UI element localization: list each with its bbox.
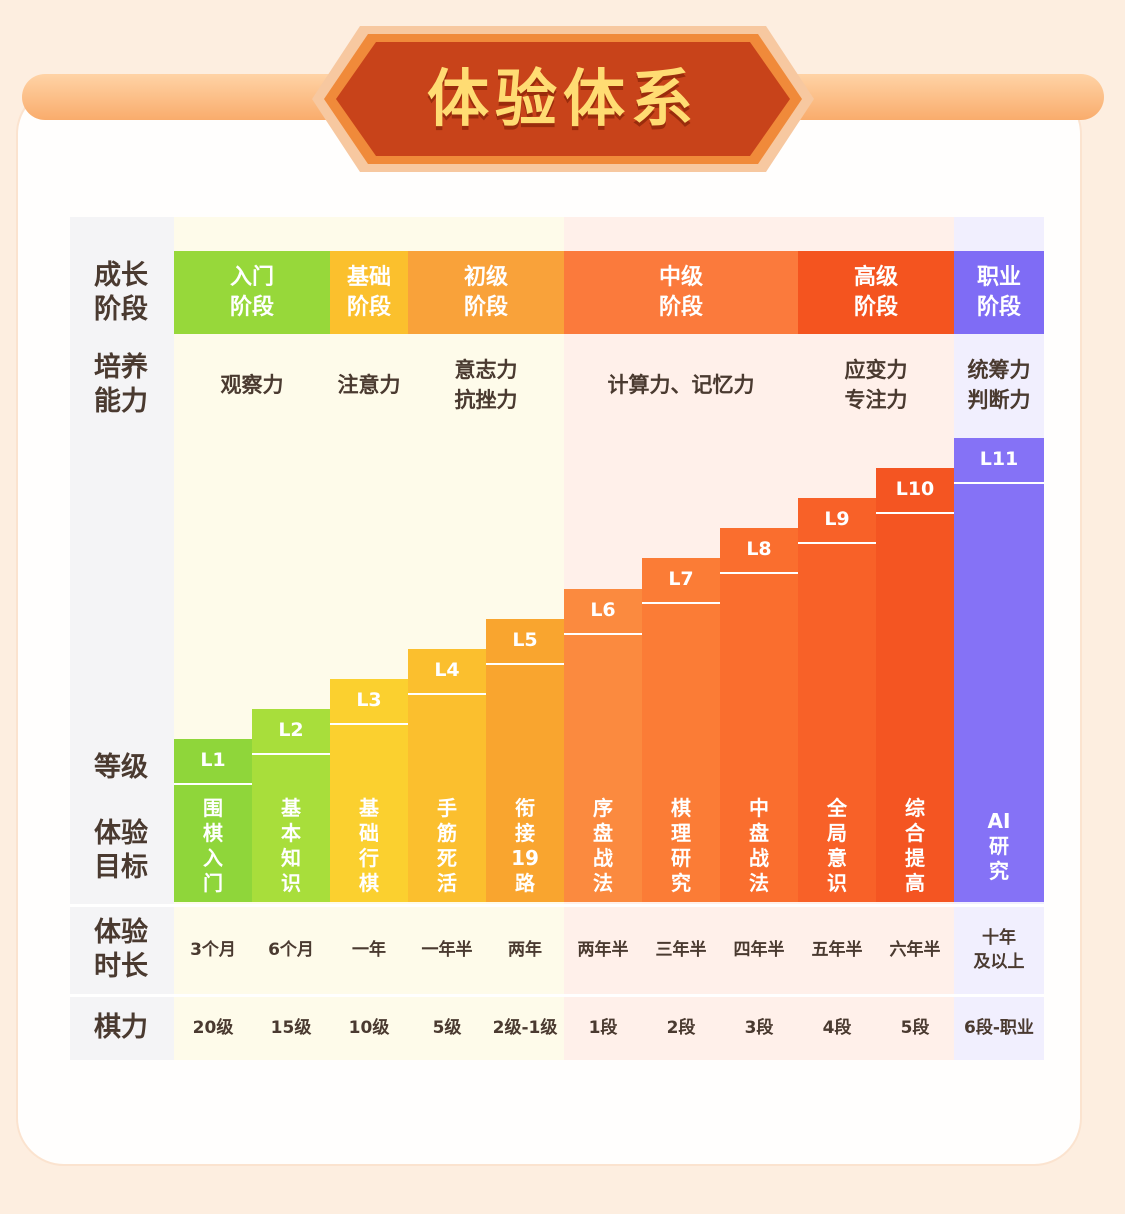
level-bar: L11 xyxy=(954,438,1044,902)
level-label: L6 xyxy=(590,598,616,621)
skill-text: 10级 xyxy=(348,1018,390,1038)
level-divider xyxy=(876,512,954,515)
stage-header: 入门 阶段 xyxy=(174,251,330,334)
ability-text: 意志力 抗挫力 xyxy=(454,358,518,412)
level-bar: L7 xyxy=(642,558,720,902)
skill-text: 20级 xyxy=(192,1018,234,1038)
duration-text: 五年半 xyxy=(811,940,863,960)
level-label: L7 xyxy=(668,568,694,591)
stage-header: 初级 阶段 xyxy=(408,251,564,334)
duration-text: 十年 及以上 xyxy=(973,928,1025,972)
level-divider xyxy=(408,692,486,695)
level-divider xyxy=(642,602,720,605)
page-title: 体验体系 xyxy=(426,62,699,135)
goal-text: 棋 理 研 究 xyxy=(671,796,691,895)
row-label-goal: 体验 目标 xyxy=(94,818,148,883)
level-divider xyxy=(720,572,798,575)
goal-text: 全 局 意 识 xyxy=(827,796,847,895)
goal-text: 基 础 行 棋 xyxy=(359,796,379,895)
row-label-skill: 棋力 xyxy=(94,1012,148,1043)
level-divider xyxy=(252,752,330,755)
goal-text: 综 合 提 高 xyxy=(905,796,925,895)
row-divider xyxy=(70,904,1044,907)
ability-text: 计算力、记忆力 xyxy=(607,373,755,397)
level-divider xyxy=(564,632,642,635)
skill-text: 4段 xyxy=(822,1018,852,1038)
duration-text: 3个月 xyxy=(190,940,236,960)
level-label: L9 xyxy=(824,508,850,531)
level-bar: L1 xyxy=(174,739,252,902)
row-divider xyxy=(70,994,1044,997)
level-label: L10 xyxy=(895,478,935,501)
row-label-duration: 体验 时长 xyxy=(94,917,148,982)
duration-text: 一年半 xyxy=(421,940,473,960)
skill-text: 15级 xyxy=(270,1018,312,1038)
goal-text: 手 筋 死 活 xyxy=(437,796,457,895)
level-label: L11 xyxy=(979,448,1019,470)
stage-header: 高级 阶段 xyxy=(798,251,954,334)
level-bar: L9 xyxy=(798,498,876,902)
level-divider xyxy=(330,722,408,725)
level-divider xyxy=(798,542,876,545)
ability-text: 统筹力 判断力 xyxy=(967,358,1031,412)
skill-text: 5级 xyxy=(432,1018,462,1038)
row-label-level: 等级 xyxy=(94,752,148,783)
row-label-stage: 成长 阶段 xyxy=(94,259,148,325)
level-bar: L2 xyxy=(252,708,330,902)
level-label: L4 xyxy=(434,658,460,681)
level-bar: L5 xyxy=(486,618,564,902)
goal-text: 围 棋 入 门 xyxy=(203,796,223,895)
level-bar: L3 xyxy=(330,678,408,902)
stage-header: 中级 阶段 xyxy=(564,251,798,334)
level-divider xyxy=(486,662,564,665)
skill-text: 2级-1级 xyxy=(492,1018,558,1038)
goal-text: 衔 接 19 路 xyxy=(511,796,539,895)
level-bar: L10 xyxy=(876,468,954,902)
skill-text: 6段-职业 xyxy=(964,1018,1034,1038)
label-column-bg xyxy=(70,217,174,1060)
goal-text: 基 本 知 识 xyxy=(281,796,301,895)
level-bar: L8 xyxy=(720,528,798,902)
duration-text: 六年半 xyxy=(889,940,941,960)
duration-text: 6个月 xyxy=(268,940,314,960)
row-label-ability: 培养 能力 xyxy=(94,352,148,417)
skill-text: 1段 xyxy=(588,1018,618,1038)
stage-header: 职业 阶段 xyxy=(954,251,1044,334)
level-divider xyxy=(954,482,1044,484)
stage-header: 基础 阶段 xyxy=(330,251,408,334)
level-label: L3 xyxy=(356,688,382,711)
duration-text: 三年半 xyxy=(655,940,707,960)
ability-text: 应变力 专注力 xyxy=(844,358,908,412)
duration-text: 一年 xyxy=(352,940,386,960)
level-label: L5 xyxy=(512,628,538,651)
goal-text: 中 盘 战 法 xyxy=(749,796,769,895)
level-bar: L4 xyxy=(408,648,486,902)
skill-text: 5段 xyxy=(900,1018,930,1038)
level-label: L8 xyxy=(746,538,772,561)
skill-text: 3段 xyxy=(744,1018,774,1038)
goal-text: AI 研 究 xyxy=(987,808,1011,883)
duration-text: 四年半 xyxy=(733,940,785,960)
level-divider xyxy=(174,783,252,785)
level-label: L1 xyxy=(200,749,226,771)
skill-text: 2段 xyxy=(666,1018,696,1038)
ability-text: 观察力 xyxy=(220,373,284,397)
level-label: L2 xyxy=(278,718,304,741)
title-plaque xyxy=(312,26,814,172)
duration-text: 两年半 xyxy=(577,940,629,960)
goal-text: 序 盘 战 法 xyxy=(593,796,613,895)
level-bar: L6 xyxy=(564,588,642,902)
duration-text: 两年 xyxy=(508,940,542,960)
ability-text: 注意力 xyxy=(337,373,401,397)
